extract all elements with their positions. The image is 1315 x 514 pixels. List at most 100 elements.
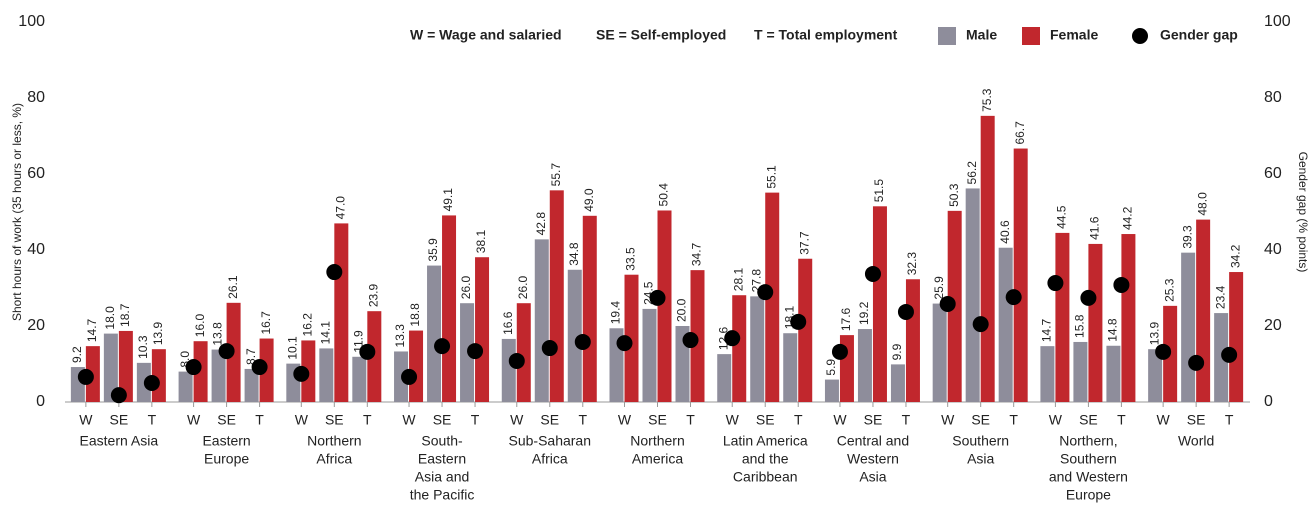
value-label: 23.4 xyxy=(1213,285,1227,309)
gap-dot xyxy=(864,265,881,282)
gap-dot xyxy=(326,264,343,281)
value-label: 13.9 xyxy=(1147,321,1161,345)
value-label: 26.1 xyxy=(226,275,240,299)
bar xyxy=(1088,243,1103,402)
x-tick-label: W xyxy=(510,412,524,428)
gap-dot xyxy=(293,365,310,382)
gap-dot xyxy=(972,316,989,333)
gap-dot xyxy=(1188,354,1205,371)
bar xyxy=(1229,272,1244,402)
bar xyxy=(1181,252,1196,402)
gap-dot xyxy=(682,332,699,349)
bar xyxy=(872,206,887,402)
bar xyxy=(427,265,442,402)
gap-dot xyxy=(757,284,774,301)
group-label: Asia xyxy=(967,451,994,467)
x-tick-label: W xyxy=(79,412,93,428)
y2-tick-label: 60 xyxy=(1264,165,1282,182)
gap-dot xyxy=(897,303,914,320)
bar xyxy=(460,303,475,402)
group-label: Africa xyxy=(316,451,352,467)
group-label: the Pacific xyxy=(410,487,475,503)
bar xyxy=(932,303,947,402)
legend-swatch xyxy=(938,27,956,45)
x-tick-label: SE xyxy=(110,412,129,428)
bar xyxy=(1148,349,1163,402)
x-tick-label: T xyxy=(902,412,911,428)
value-label: 44.2 xyxy=(1121,206,1135,230)
value-label: 14.7 xyxy=(1040,318,1054,342)
x-tick-label: T xyxy=(1009,412,1018,428)
bar xyxy=(319,348,334,402)
value-label: 28.1 xyxy=(731,268,745,292)
x-tick-label: T xyxy=(1117,412,1126,428)
value-label: 38.1 xyxy=(474,230,488,254)
group-label: Europe xyxy=(204,451,249,467)
group-label: Africa xyxy=(532,451,568,467)
y-axis-label: Short hours of work (35 hours or less, %… xyxy=(10,103,24,321)
gap-dot xyxy=(939,295,956,312)
bar xyxy=(567,269,582,402)
value-label: 16.0 xyxy=(193,314,207,338)
x-tick-label: SE xyxy=(756,412,775,428)
gap-dot xyxy=(790,313,807,330)
value-label: 47.0 xyxy=(333,196,347,220)
y2-tick-label: 80 xyxy=(1264,89,1282,106)
group-label: Caribbean xyxy=(733,469,798,485)
value-label: 35.9 xyxy=(426,238,440,262)
group-label: and the xyxy=(742,451,789,467)
value-label: 33.5 xyxy=(624,247,638,271)
value-label: 18.8 xyxy=(408,303,422,327)
value-label: 51.5 xyxy=(872,179,886,203)
gap-dot xyxy=(1005,289,1022,306)
x-tick-label: W xyxy=(1049,412,1063,428)
value-label: 75.3 xyxy=(980,88,994,112)
group-label: Eastern xyxy=(202,433,250,449)
value-label: 19.4 xyxy=(609,301,623,325)
value-label: 20.0 xyxy=(675,298,689,322)
group-label: Eastern Asia xyxy=(80,433,159,449)
y2-tick-label: 40 xyxy=(1264,241,1282,258)
bar xyxy=(1106,345,1121,402)
group-label: Asia xyxy=(859,469,886,485)
bar xyxy=(1040,346,1055,402)
x-tick-label: T xyxy=(255,412,264,428)
bar xyxy=(824,379,839,402)
y2-tick-label: 100 xyxy=(1264,13,1291,30)
x-tick-label: W xyxy=(833,412,847,428)
value-label: 16.2 xyxy=(300,313,314,337)
bar xyxy=(1196,219,1211,402)
bar xyxy=(857,329,872,402)
bar xyxy=(516,303,531,402)
bar xyxy=(549,190,564,402)
gap-dot xyxy=(467,343,484,360)
value-label: 32.3 xyxy=(905,252,919,276)
group-label: World xyxy=(1178,433,1214,449)
value-label: 8.7 xyxy=(244,348,258,365)
value-label: 56.2 xyxy=(965,161,979,185)
x-tick-label: W xyxy=(402,412,416,428)
gap-dot xyxy=(1155,343,1172,360)
bar xyxy=(965,188,980,402)
value-label: 9.2 xyxy=(70,346,84,363)
value-label: 48.0 xyxy=(1195,192,1209,216)
value-label: 9.9 xyxy=(890,343,904,360)
value-label: 19.2 xyxy=(857,301,871,325)
gap-dot xyxy=(401,368,418,385)
gap-dot xyxy=(616,335,633,352)
y2-axis-label: Gender gap (% points) xyxy=(1296,152,1310,273)
bar xyxy=(750,296,765,402)
value-label: 18.7 xyxy=(118,303,132,327)
bar xyxy=(765,192,780,402)
value-label: 10.1 xyxy=(285,336,299,360)
bar xyxy=(534,239,549,402)
gap-dot xyxy=(1113,276,1130,293)
bar xyxy=(136,362,151,402)
bar xyxy=(367,311,382,402)
y-tick-label: 100 xyxy=(18,13,45,30)
gap-dot xyxy=(1047,275,1064,292)
bar xyxy=(905,279,920,402)
value-label: 16.7 xyxy=(259,311,273,335)
y-tick-label: 20 xyxy=(27,317,45,334)
gap-dot xyxy=(1221,346,1238,363)
